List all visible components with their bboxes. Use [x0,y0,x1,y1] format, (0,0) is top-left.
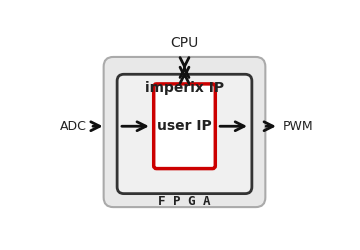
Text: CPU: CPU [170,36,199,51]
Text: PWM: PWM [283,120,313,133]
Text: imperix IP: imperix IP [145,81,224,95]
FancyBboxPatch shape [117,74,252,194]
FancyBboxPatch shape [104,57,265,207]
Text: ADC: ADC [59,120,86,133]
Text: F P G A: F P G A [158,195,211,208]
FancyBboxPatch shape [154,84,215,168]
Text: user IP: user IP [157,119,212,133]
